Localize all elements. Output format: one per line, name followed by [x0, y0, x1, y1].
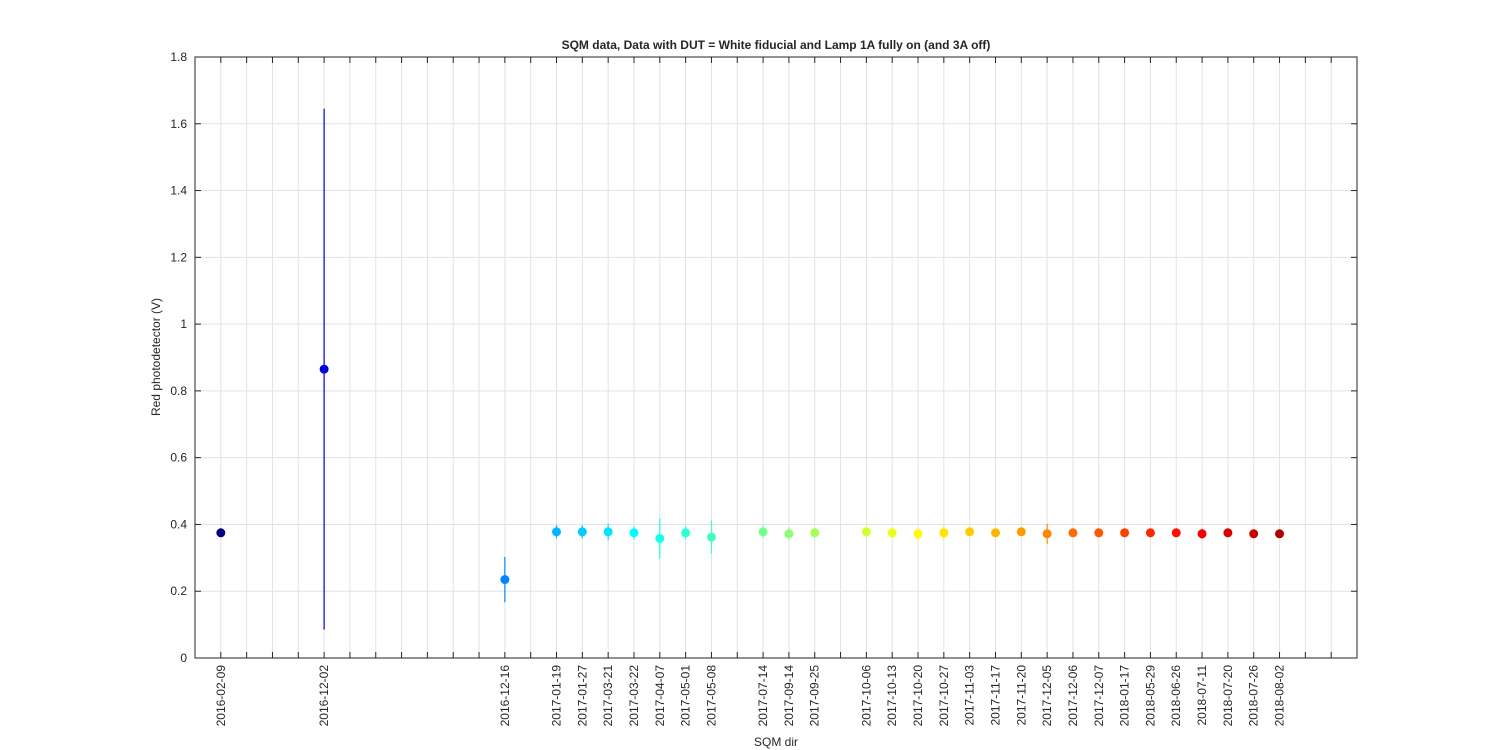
data-point: [319, 364, 329, 374]
data-point: [1042, 529, 1052, 539]
data-point: [216, 528, 226, 538]
data-point: [681, 528, 691, 538]
y-tick-label: 0.4: [170, 517, 187, 531]
data-point: [1223, 528, 1233, 538]
x-tick-label: 2017-05-01: [679, 665, 693, 727]
data-point: [887, 528, 897, 538]
x-tick-label: 2017-11-20: [1014, 665, 1028, 726]
data-point: [965, 527, 975, 537]
y-tick-label: 0: [180, 651, 187, 665]
x-tick-label: 2017-04-07: [653, 665, 667, 727]
data-point: [629, 528, 639, 538]
data-point: [861, 527, 871, 537]
plot-frame: [194, 56, 1358, 659]
x-tick-label: 2018-07-20: [1221, 665, 1235, 727]
x-tick-label: 2017-10-06: [859, 665, 873, 727]
x-tick-label: 2017-07-14: [756, 665, 770, 727]
y-tick-label: 0.2: [170, 584, 187, 598]
x-tick-label: 2017-12-05: [1040, 665, 1054, 727]
data-point: [1275, 529, 1285, 539]
data-point: [603, 527, 613, 537]
data-point: [577, 527, 587, 537]
y-tick-label: 0.6: [170, 451, 187, 465]
x-tick-label: 2017-05-08: [704, 665, 718, 727]
y-tick-label: 0.8: [170, 384, 187, 398]
x-tick-label: 2017-03-21: [601, 665, 615, 727]
data-point: [810, 528, 820, 538]
data-point: [706, 532, 716, 542]
data-point: [1145, 528, 1155, 538]
x-tick-label: 2017-10-13: [885, 665, 899, 727]
data-point: [913, 529, 923, 539]
data-point: [1068, 528, 1078, 538]
data-point: [939, 528, 949, 538]
y-tick-label: 1: [180, 317, 187, 331]
y-axis-label: Red photodetector (V): [149, 298, 163, 416]
y-tick-label: 1.4: [170, 184, 187, 198]
data-point: [500, 575, 510, 585]
data-point: [655, 533, 665, 543]
x-tick-label: 2018-08-02: [1273, 665, 1287, 727]
y-tick-label: 1.2: [170, 250, 187, 264]
x-tick-label: 2017-03-22: [627, 665, 641, 727]
data-point: [1120, 528, 1130, 538]
x-tick-label: 2017-12-06: [1066, 665, 1080, 727]
x-tick-label: 2018-07-26: [1247, 665, 1261, 727]
data-point: [990, 528, 1000, 538]
x-tick-label: 2016-02-09: [214, 665, 228, 727]
data-point: [552, 527, 562, 537]
y-tick-label: 1.8: [170, 50, 187, 64]
x-tick-label: 2017-10-27: [937, 665, 951, 727]
x-tick-label: 2016-12-02: [317, 665, 331, 727]
x-tick-label: 2017-11-17: [988, 665, 1002, 726]
y-tick-label: 1.6: [170, 117, 187, 131]
data-point: [1016, 527, 1026, 537]
x-tick-label: 2018-07-11: [1195, 665, 1209, 726]
x-tick-label: 2017-10-20: [911, 665, 925, 727]
x-tick-label: 2017-11-03: [963, 665, 977, 726]
x-tick-label: 2017-01-19: [550, 665, 564, 727]
data-point: [784, 529, 794, 539]
chart-title: SQM data, Data with DUT = White fiducial…: [562, 38, 991, 52]
x-axis-label: SQM dir: [754, 735, 798, 749]
data-point: [1094, 528, 1104, 538]
x-tick-label: 2016-12-16: [498, 665, 512, 727]
x-tick-label: 2017-12-07: [1092, 665, 1106, 727]
x-tick-label: 2018-01-17: [1118, 665, 1132, 727]
x-tick-label: 2017-09-14: [782, 665, 796, 727]
x-tick-label: 2017-09-25: [808, 665, 822, 727]
data-point: [1171, 528, 1181, 538]
data-point: [1249, 529, 1259, 539]
data-point: [758, 527, 768, 537]
data-point: [1197, 529, 1207, 539]
x-tick-label: 2017-01-27: [575, 665, 589, 727]
x-tick-label: 2018-05-29: [1143, 665, 1157, 727]
x-tick-label: 2018-06-26: [1169, 665, 1183, 727]
